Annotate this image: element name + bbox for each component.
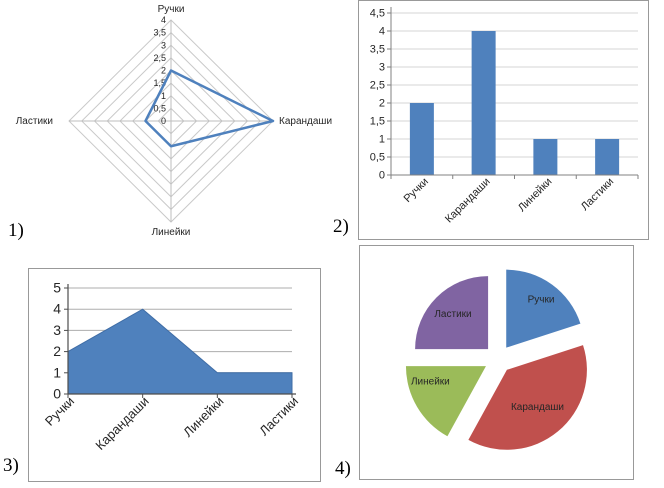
pie-slice-label: Линейки [411,376,450,387]
radar-category-label: Ластики [16,116,53,127]
radar-chart-panel: 0 0,5 1 1,5 2 2,5 3 3,5 4 Ручки Карандаши Линейки Ла… [0,0,340,244]
radar-category-label: Линейки [152,227,191,238]
pie-slice-3 [415,276,489,350]
area-ytick-label: 1 [53,364,61,380]
figure-label-3: 3) [3,455,19,476]
bar-ytick-label: 4 [379,26,385,38]
bar-ytick-label: 0 [379,170,385,182]
bar-1 [471,31,496,175]
pie-chart-panel: Ручки Карандаши Линейки Ластики [359,245,634,480]
radar-category-label: Ручки [158,4,185,15]
figure-label-1: 1) [8,220,24,241]
bar-ytick-label: 3 [379,62,385,74]
area-ytick-label: 3 [53,322,61,338]
bar-ytick-label: 2,5 [370,80,385,92]
bar-0 [409,103,434,175]
pie-slice-label: Ластики [434,309,471,320]
area-category-label: Карандаши [92,394,151,453]
bar-2 [533,139,558,175]
bar-category-label: Карандаши [443,176,493,226]
radar-tick-label: 1,5 [153,78,166,88]
bar-chart-panel: 0 0,5 1 1,5 2 2,5 3 3,5 4 4,5 Ручки Карандаши Линейк… [358,0,649,240]
pie-chart: Ручки Карандаши Линейки Ластики [405,269,587,450]
radar-tick-label: 0,5 [153,103,166,113]
bar-ytick-label: 4,5 [370,8,385,20]
bar-3 [595,139,620,175]
area-category-label: Ластики [256,394,301,439]
figure-label-4: 4) [335,458,351,479]
area-chart-panel: 0 1 2 3 4 5 Ручки Карандаши Линейки Ластики [28,268,321,482]
radar-category-label: Карандаши [279,116,332,127]
radar-data-series [144,69,275,148]
area-ytick-label: 4 [53,301,61,317]
radar-tick-label: 2,5 [153,53,166,63]
pie-slice-1 [468,345,587,450]
pie-slice-2 [405,366,486,437]
area-ytick-label: 0 [53,386,61,402]
area-ytick-label: 5 [53,280,61,296]
pie-slice-0 [506,269,581,348]
bar-ytick-label: 3,5 [370,44,385,56]
area-ytick-label: 2 [53,343,61,359]
figure-label-2: 2) [333,216,349,237]
bar-category-label: Ручки [402,176,431,205]
pie-slice-label: Ручки [528,295,555,306]
bar-chart: 0 0,5 1 1,5 2 2,5 3 3,5 4 4,5 Ручки Карандаши Линейк… [370,7,639,226]
radar-tick-label: 1 [161,91,166,101]
radar-tick-label: 0 [161,116,166,126]
bar-ytick-label: 2 [379,98,385,110]
bar-category-label: Ластики [579,176,616,213]
radar-tick-label: 3,5 [153,28,166,38]
bar-category-label: Линейки [516,176,555,215]
bar-ytick-label: 1,5 [370,116,385,128]
radar-tick-label: 4 [161,15,166,25]
radar-tick-label: 3 [161,40,166,50]
pie-slice-label: Карандаши [511,402,564,413]
area-category-label: Линейки [180,394,226,440]
bar-ytick-label: 1 [379,134,385,146]
bar-ytick-label: 0,5 [370,152,385,164]
radar-tick-label: 2 [161,66,166,76]
